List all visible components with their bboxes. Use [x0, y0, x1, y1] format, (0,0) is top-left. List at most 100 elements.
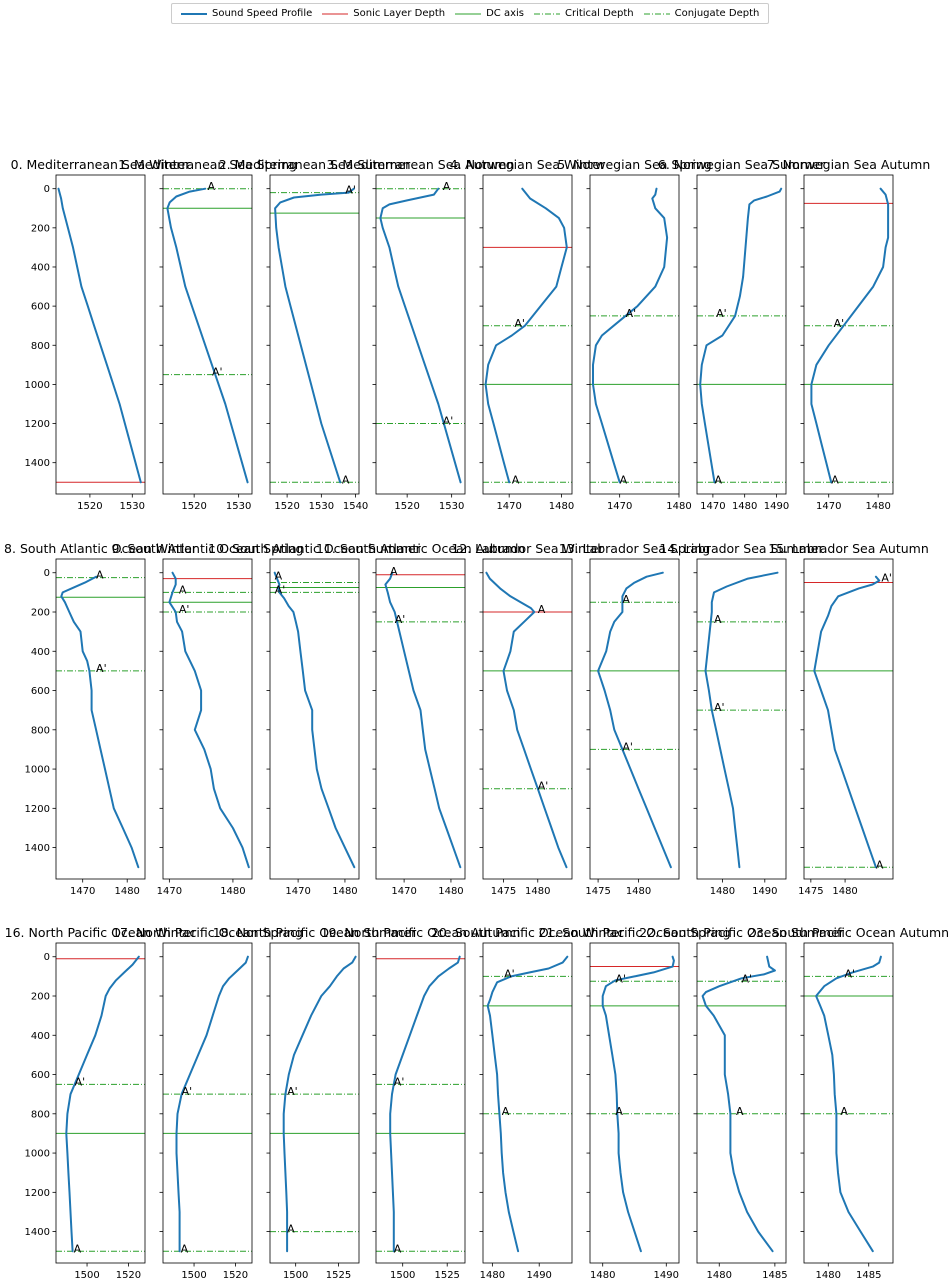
sound-speed-profile	[274, 187, 355, 484]
plot-area	[590, 187, 679, 484]
subplot-title: 1. Mediterranean Sea Spring	[118, 157, 297, 172]
point-label: A'	[881, 572, 892, 585]
x-tick-label: 1530	[226, 501, 251, 512]
x-tick-label: 1490	[752, 886, 777, 897]
subplot-title: 3. Mediterranean Sea Autumn	[327, 157, 515, 172]
x-tick-label: 1480	[549, 501, 574, 512]
subplot-17: 17. North Pacific Ocean Spring 1500 1520 A'…	[112, 925, 303, 1281]
point-label: A'	[615, 972, 626, 985]
x-tick-label: 1540	[343, 501, 368, 512]
y-tick-label: 600	[31, 302, 50, 313]
legend-swatch	[455, 13, 482, 14]
plot-area	[804, 955, 893, 1253]
sound-speed-profile	[815, 955, 882, 1253]
subplot-title: 2. Mediterranean Sea Summer	[219, 157, 411, 172]
axes-frame	[482, 558, 573, 880]
sound-speed-profile	[486, 955, 569, 1253]
subplot-6: 6. Norwegian Sea Summer 1470 1480 1490 A' A	[658, 157, 826, 512]
x-tick-label: 1500	[181, 1270, 206, 1281]
plot-area	[376, 571, 465, 869]
y-tick-label: 1000	[25, 765, 50, 776]
subplot-4: 4. Norwegian Sea Winter 1470 1480 A' A	[450, 157, 606, 512]
point-label: A	[208, 180, 216, 193]
x-tick-label: 1500	[283, 1270, 308, 1281]
x-tick-label: 1475	[585, 886, 610, 897]
plot-area	[270, 571, 359, 869]
subplot-title: 8. South Atlantic Ocean Winter	[4, 541, 198, 556]
x-tick-label: 1520	[181, 501, 206, 512]
x-tick-label: 1470	[391, 886, 416, 897]
axes-frame	[696, 558, 787, 880]
sound-speed-profile	[166, 187, 249, 484]
point-label: A'	[538, 780, 549, 793]
axes-frame	[696, 942, 787, 1264]
plot-area	[697, 955, 786, 1253]
subplot-title: 12. Labrador Sea Winter	[451, 541, 604, 556]
legend-item: Critical Depth	[533, 8, 634, 19]
x-tick-label: 1470	[285, 886, 310, 897]
y-tick-label: 400	[31, 262, 50, 273]
x-tick-label: 1480	[816, 1270, 841, 1281]
point-label: A'	[182, 1085, 193, 1098]
x-tick-label: 1470	[70, 886, 95, 897]
y-tick-label: 600	[31, 686, 50, 697]
sound-speed-profile	[282, 955, 357, 1253]
subplot-2: 2. Mediterranean Sea Summer 1520 1530 1540 A…	[219, 157, 411, 512]
plot-area	[270, 187, 359, 484]
plot-area	[376, 955, 465, 1253]
y-tick-label: 0	[44, 184, 50, 195]
axes-frame	[375, 558, 466, 880]
point-label: A'	[212, 366, 223, 379]
subplot-title: 15. Labrador Sea Autumn	[768, 541, 929, 556]
point-label: A	[620, 473, 628, 486]
legend-label: Sonic Layer Depth	[353, 8, 446, 19]
sound-speed-profile	[168, 571, 250, 869]
y-tick-label: 1000	[25, 380, 50, 391]
point-label: A	[840, 1105, 848, 1118]
x-tick-label: 1480	[332, 886, 357, 897]
axes-frame	[482, 174, 573, 495]
sound-speed-profile	[484, 187, 568, 484]
x-tick-label: 1480	[525, 886, 550, 897]
x-tick-label: 1525	[326, 1270, 351, 1281]
x-tick-label: 1525	[434, 1270, 459, 1281]
point-label: A'	[714, 701, 725, 714]
legend-label: Critical Depth	[564, 8, 634, 19]
point-label: A	[714, 613, 722, 626]
axes-frame	[269, 942, 360, 1264]
sound-speed-profile	[813, 575, 881, 869]
x-tick-label: 1480	[438, 886, 463, 897]
axes-frame	[803, 174, 894, 495]
axes-frame	[55, 558, 146, 880]
x-tick-label: 1480	[710, 886, 735, 897]
subplot-1: 1. Mediterranean Sea Spring 1520 1530 A A'	[118, 157, 297, 512]
plot-area	[590, 571, 679, 869]
point-label: A'	[394, 1075, 405, 1088]
subplot-title: 4. Norwegian Sea Winter	[450, 157, 606, 172]
point-label: A'	[716, 307, 727, 320]
subplot-23: 23. South Pacific Ocean Autumn 1480 1485 A'…	[748, 925, 949, 1281]
subplot-title: 17. North Pacific Ocean Spring	[112, 925, 303, 940]
point-label: A	[615, 1105, 623, 1118]
subplot-title: 20. South Pacific Ocean Winter	[431, 925, 625, 940]
point-label: A	[394, 1242, 402, 1255]
plot-area	[590, 955, 679, 1253]
subplot-title: 11. South Atlantic Ocean Autumn	[316, 541, 525, 556]
axes-frame	[482, 942, 573, 1264]
point-label: A'	[287, 1085, 298, 1098]
x-tick-label: 1470	[607, 501, 632, 512]
axes-frame	[162, 942, 253, 1264]
plot-area	[483, 187, 572, 484]
x-tick-label: 1530	[439, 501, 464, 512]
plot-area	[163, 955, 252, 1253]
point-label: A	[390, 565, 398, 578]
axes-frame	[589, 942, 680, 1264]
subplot-title: 16. North Pacific Ocean Winter	[5, 925, 198, 940]
axes-frame	[589, 558, 680, 880]
point-label: A'	[75, 1075, 86, 1088]
subplot-19: 19. North Pacific Ocean Autumn 1500 1525 A'…	[321, 925, 521, 1281]
point-label: A'	[622, 740, 633, 753]
y-tick-label: 1200	[25, 804, 50, 815]
subplot-21: 21. South Pacific Ocean Spring 1480 1490 A'…	[538, 925, 730, 1281]
sound-speed-profile	[273, 571, 356, 869]
